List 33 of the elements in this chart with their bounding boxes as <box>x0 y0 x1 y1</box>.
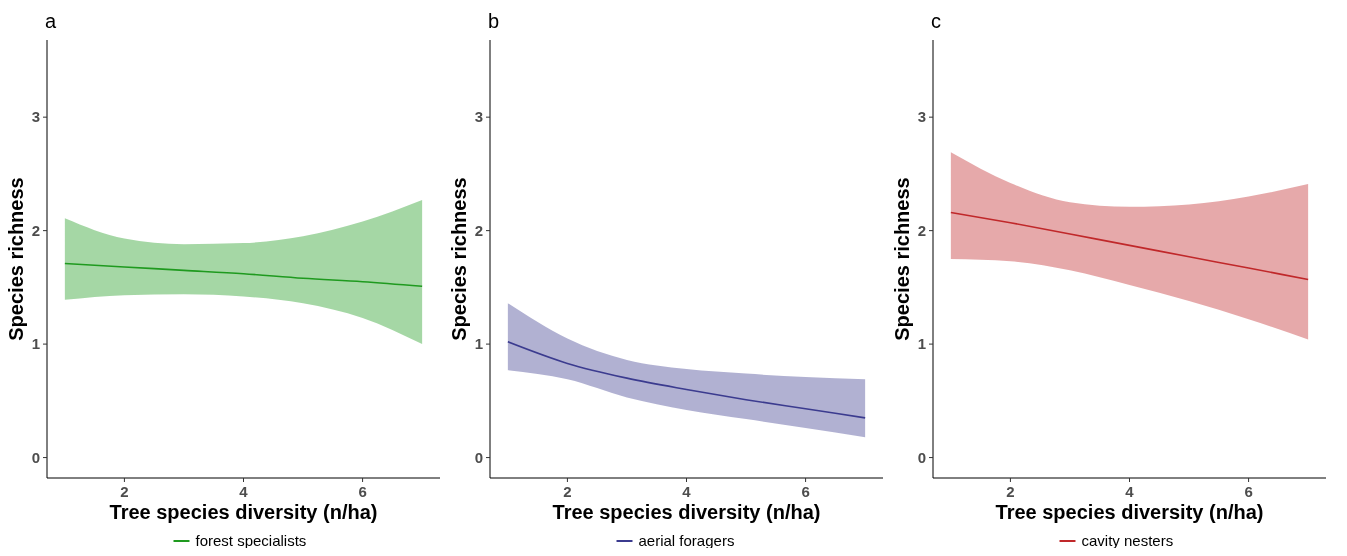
y-tick-label: 1 <box>474 335 483 353</box>
x-tick-label: 2 <box>563 483 572 500</box>
x-tick-label: 4 <box>239 483 249 500</box>
x-tick-label: 2 <box>120 483 129 500</box>
y-axis-title: Species richness <box>891 177 913 341</box>
y-tick-label: 2 <box>474 221 483 239</box>
line-series <box>64 262 423 288</box>
y-tick-label: 1 <box>917 335 926 353</box>
x-axis-title: Tree species diversity (n/ha) <box>552 501 821 523</box>
chart-title: a <box>45 10 57 32</box>
x-axis-title: Tree species diversity (n/ha) <box>995 501 1264 523</box>
x-tick-label: 2 <box>1006 483 1015 500</box>
y-tick-label: 0 <box>474 448 483 466</box>
x-tick-label: 6 <box>801 483 810 500</box>
y-axis-title: Species richness <box>448 177 470 341</box>
y-tick-label: 2 <box>917 221 926 239</box>
x-axis-title: Tree species diversity (n/ha) <box>109 501 378 523</box>
x-tick-label: 4 <box>1125 483 1135 500</box>
x-tick-label: 6 <box>1244 483 1253 500</box>
line-series <box>507 341 866 419</box>
line-series <box>950 211 1309 281</box>
y-tick-label: 1 <box>31 335 40 353</box>
y-tick-label: 3 <box>917 108 926 126</box>
y-tick-label: 0 <box>917 448 926 466</box>
x-tick-label: 4 <box>682 483 692 500</box>
x-tick-label: 6 <box>358 483 367 500</box>
y-axis-title: Species richness <box>5 177 27 341</box>
chart-title: c <box>931 10 941 32</box>
y-tick-label: 3 <box>474 108 483 126</box>
y-tick-label: 2 <box>31 221 40 239</box>
y-tick-label: 3 <box>31 108 40 126</box>
y-tick-label: 0 <box>31 448 40 466</box>
chart-title: b <box>488 10 500 32</box>
